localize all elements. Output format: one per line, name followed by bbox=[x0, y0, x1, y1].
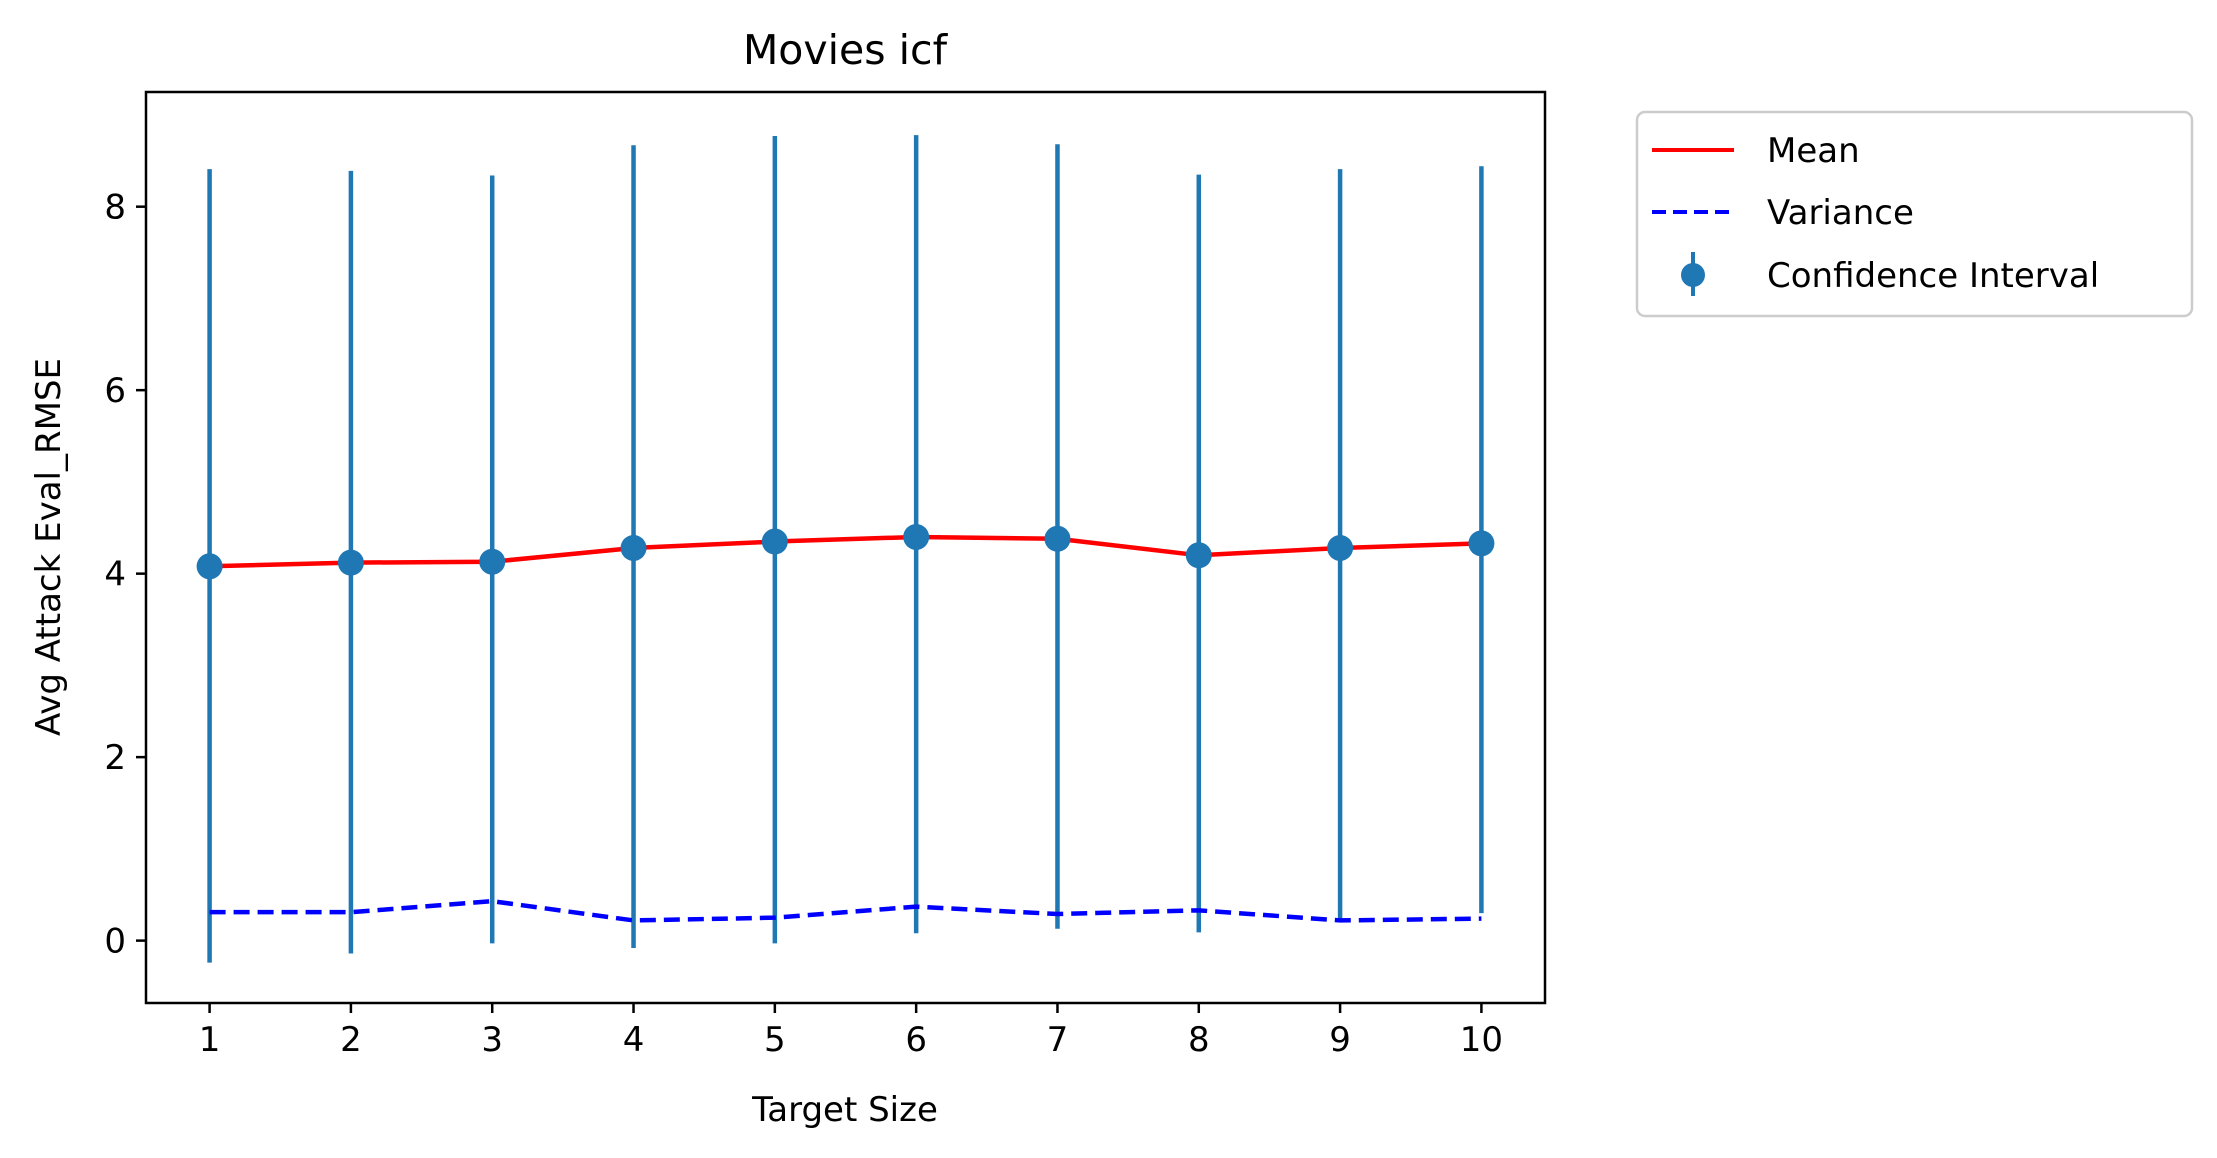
y-tick-label: 4 bbox=[104, 555, 126, 595]
y-axis: 0 2 4 6 8 bbox=[104, 188, 146, 962]
chart-title: Movies icf bbox=[743, 26, 949, 74]
x-tick-label: 3 bbox=[481, 1020, 503, 1060]
confidence-interval-marker bbox=[1044, 525, 1071, 552]
confidence-interval-marker bbox=[337, 549, 364, 576]
y-tick-label: 8 bbox=[104, 188, 126, 228]
x-tick-label: 4 bbox=[623, 1020, 645, 1060]
variance-line bbox=[209, 898, 1482, 923]
confidence-interval-marker bbox=[1185, 542, 1212, 569]
plot-area bbox=[196, 135, 1495, 963]
y-tick-label: 0 bbox=[104, 922, 126, 962]
confidence-interval-marker bbox=[1468, 530, 1495, 557]
legend-frame bbox=[1635, 110, 2194, 318]
x-tick-label: 9 bbox=[1329, 1020, 1351, 1060]
legend-variance-label: Variance bbox=[1767, 193, 1914, 233]
legend-mean-label: Mean bbox=[1767, 131, 1860, 171]
x-tick-label: 8 bbox=[1188, 1020, 1210, 1060]
x-tick-label: 6 bbox=[905, 1020, 927, 1060]
confidence-interval-marker bbox=[761, 528, 788, 555]
mean-line bbox=[209, 534, 1482, 569]
legend-ci-label: Confidence Interval bbox=[1767, 256, 2099, 296]
y-axis-label: Avg Attack Eval_RMSE bbox=[29, 358, 69, 736]
x-axis: 1 2 3 4 5 6 7 8 9 10 bbox=[199, 1003, 1503, 1060]
x-tick-label: 7 bbox=[1047, 1020, 1069, 1060]
x-tick-label: 10 bbox=[1460, 1020, 1503, 1060]
plot-frame bbox=[144, 90, 1547, 1005]
x-tick-label: 1 bbox=[199, 1020, 221, 1060]
x-tick-label: 2 bbox=[340, 1020, 362, 1060]
legend: Mean Variance Confidence Interval bbox=[1635, 110, 2194, 318]
confidence-interval-marker bbox=[1327, 534, 1354, 561]
legend-ci-swatch-marker bbox=[1681, 263, 1705, 287]
confidence-interval-marker bbox=[620, 534, 647, 561]
confidence-interval-marker bbox=[479, 548, 506, 575]
x-tick-label: 5 bbox=[764, 1020, 786, 1060]
confidence-interval-marker bbox=[903, 523, 930, 550]
confidence-interval-marker bbox=[196, 553, 223, 580]
x-axis-label: Target Size bbox=[751, 1090, 938, 1130]
y-tick-label: 2 bbox=[104, 738, 126, 778]
y-tick-label: 6 bbox=[104, 371, 126, 411]
